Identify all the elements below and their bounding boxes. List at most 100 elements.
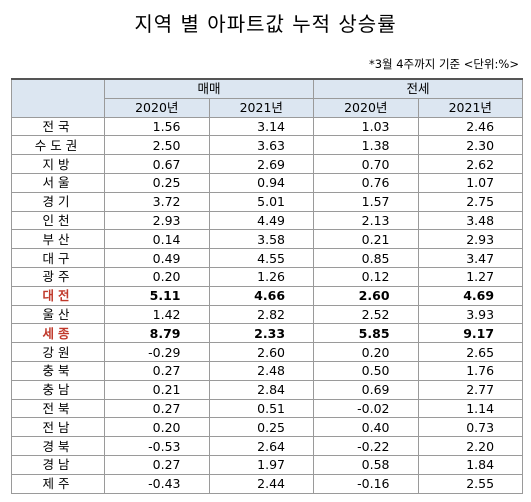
value-cell: 0.94 <box>208 172 315 193</box>
price-change-table: 매매 전세 2020년 2021년 2020년 2021년 전국 1.56 3.14… <box>11 77 524 494</box>
corner-header-cell <box>11 77 105 118</box>
value-cell: 1.97 <box>208 454 315 475</box>
value-cell: 3.14 <box>208 116 315 137</box>
region-cell: 대전 <box>11 285 105 306</box>
region-cell: 전국 <box>11 116 105 137</box>
region-cell: 세종 <box>11 323 105 344</box>
value-cell: 2.13 <box>313 210 419 231</box>
region-cell: 충남 <box>11 379 105 400</box>
table-row: 전남 0.20 0.25 0.40 0.73 <box>11 417 524 438</box>
value-cell: 3.72 <box>104 191 210 212</box>
table-row: 인천 2.93 4.49 2.13 3.48 <box>11 210 524 231</box>
value-cell: 1.56 <box>104 116 210 137</box>
value-cell: 0.12 <box>313 266 419 287</box>
value-cell: 0.40 <box>313 417 419 438</box>
value-cell: 4.66 <box>208 285 315 306</box>
value-cell: 5.01 <box>208 191 315 212</box>
value-cell: 0.70 <box>313 154 419 174</box>
value-cell: 0.20 <box>313 342 419 362</box>
value-cell: 2.62 <box>417 154 524 174</box>
value-cell: 2.44 <box>208 473 315 494</box>
region-cell: 제주 <box>11 473 105 494</box>
value-cell: 2.84 <box>208 379 315 400</box>
value-cell: 2.55 <box>417 473 524 494</box>
value-cell: 1.84 <box>417 454 524 475</box>
value-cell: 2.20 <box>417 436 524 456</box>
table-row: 전북 0.27 0.51 -0.02 1.14 <box>11 398 524 419</box>
value-cell: 0.27 <box>104 360 210 381</box>
region-cell: 전남 <box>11 417 105 438</box>
value-cell: 0.21 <box>104 379 210 400</box>
table-row: 서울 0.25 0.94 0.76 1.07 <box>11 172 524 193</box>
region-cell: 울산 <box>11 304 105 325</box>
value-cell: 0.67 <box>104 154 210 174</box>
table-row: 대구 0.49 4.55 0.85 3.47 <box>11 248 524 268</box>
value-cell: 2.33 <box>208 323 315 344</box>
value-cell: 0.50 <box>313 360 419 381</box>
header-jeonse: 전세 <box>313 77 524 99</box>
value-cell: 2.50 <box>104 135 210 156</box>
value-cell: 0.27 <box>104 454 210 475</box>
header-year: 2021년 <box>417 97 524 118</box>
value-cell: 1.27 <box>417 266 524 287</box>
region-cell: 지방 <box>11 154 105 174</box>
region-cell: 경북 <box>11 436 105 456</box>
value-cell: 2.52 <box>313 304 419 325</box>
value-cell: 2.77 <box>417 379 524 400</box>
value-cell: 3.93 <box>417 304 524 325</box>
value-cell: -0.29 <box>104 342 210 362</box>
table-row: 강원 -0.29 2.60 0.20 2.65 <box>11 342 524 362</box>
value-cell: 0.49 <box>104 248 210 268</box>
value-cell: 2.48 <box>208 360 315 381</box>
value-cell: 0.20 <box>104 417 210 438</box>
region-cell: 서울 <box>11 172 105 193</box>
value-cell: 3.47 <box>417 248 524 268</box>
value-cell: 3.63 <box>208 135 315 156</box>
page-title: 지역 별 아파트값 누적 상승률 <box>134 12 397 36</box>
value-cell: 1.14 <box>417 398 524 419</box>
table-row: 경기 3.72 5.01 1.57 2.75 <box>11 191 524 212</box>
table-row: 전국 1.56 3.14 1.03 2.46 <box>11 116 524 137</box>
value-cell: -0.16 <box>313 473 419 494</box>
value-cell: 1.03 <box>313 116 419 137</box>
value-cell: 0.76 <box>313 172 419 193</box>
value-cell: 4.69 <box>417 285 524 306</box>
value-cell: 2.93 <box>417 229 524 250</box>
value-cell: 0.51 <box>208 398 315 419</box>
region-cell: 경기 <box>11 191 105 212</box>
region-cell: 부산 <box>11 229 105 250</box>
region-cell: 강원 <box>11 342 105 362</box>
value-cell: 1.42 <box>104 304 210 325</box>
value-cell: 8.79 <box>104 323 210 344</box>
unit-note: *3월 4주까지 기준 <단위:%> <box>368 57 519 71</box>
table-row: 대전 5.11 4.66 2.60 4.69 <box>11 285 524 306</box>
value-cell: 2.60 <box>208 342 315 362</box>
value-cell: 0.14 <box>104 229 210 250</box>
value-cell: 2.69 <box>208 154 315 174</box>
region-cell: 대구 <box>11 248 105 268</box>
table-row: 수도권 2.50 3.63 1.38 2.30 <box>11 135 524 156</box>
value-cell: 2.93 <box>104 210 210 231</box>
region-cell: 인천 <box>11 210 105 231</box>
value-cell: 1.38 <box>313 135 419 156</box>
value-cell: 5.11 <box>104 285 210 306</box>
value-cell: 2.82 <box>208 304 315 325</box>
value-cell: 2.46 <box>417 116 524 137</box>
value-cell: -0.22 <box>313 436 419 456</box>
value-cell: 1.07 <box>417 172 524 193</box>
header-year: 2020년 <box>313 97 419 118</box>
region-cell: 전북 <box>11 398 105 419</box>
value-cell: 0.20 <box>104 266 210 287</box>
table-row: 부산 0.14 3.58 0.21 2.93 <box>11 229 524 250</box>
header-year: 2021년 <box>208 97 315 118</box>
value-cell: 0.58 <box>313 454 419 475</box>
table-row: 경남 0.27 1.97 0.58 1.84 <box>11 454 524 475</box>
value-cell: 0.27 <box>104 398 210 419</box>
value-cell: 5.85 <box>313 323 419 344</box>
value-cell: -0.02 <box>313 398 419 419</box>
table-row: 제주 -0.43 2.44 -0.16 2.55 <box>11 473 524 494</box>
table-row: 광주 0.20 1.26 0.12 1.27 <box>11 266 524 287</box>
value-cell: 2.75 <box>417 191 524 212</box>
value-cell: 4.55 <box>208 248 315 268</box>
table-body: 전국 1.56 3.14 1.03 2.46 수도권 2.50 3.63 1.38 2.30 지방 0… <box>11 116 524 494</box>
